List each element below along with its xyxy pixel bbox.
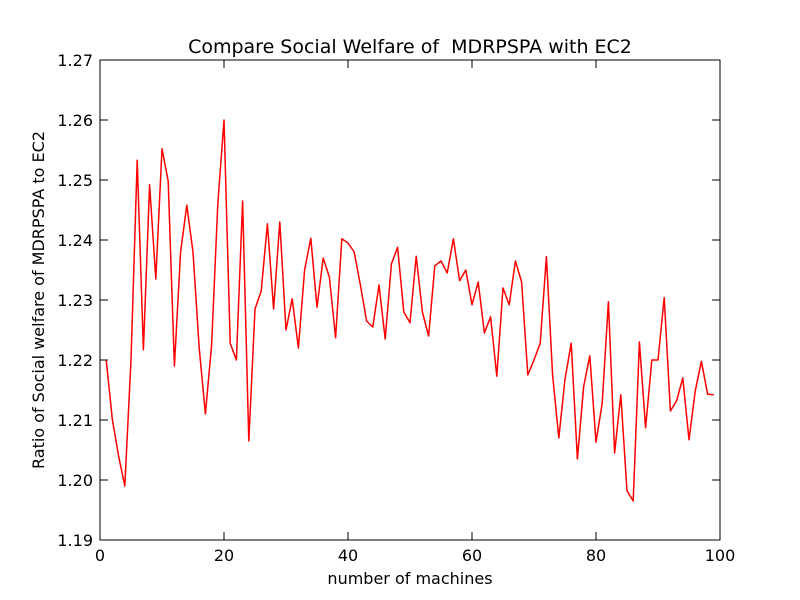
x-tick-label: 60 (462, 546, 482, 565)
x-axis-label: number of machines (327, 569, 492, 588)
x-tick-label: 40 (338, 546, 358, 565)
y-axis-label: Ratio of Social welfare of MDRPSPA to EC… (29, 131, 48, 469)
y-tick-label: 1.27 (57, 51, 93, 70)
chart-title: Compare Social Welfare of MDRPSPA with E… (188, 36, 632, 58)
x-tick-label: 0 (95, 546, 105, 565)
y-axis-ticks: 1.19 1.20 1.21 1.22 1.23 1.24 1.25 1.26 1.27 (57, 51, 720, 550)
y-tick-label: 1.20 (57, 471, 93, 490)
x-tick-label: 100 (705, 546, 736, 565)
x-axis-ticks: 0 20 40 60 80 100 (95, 60, 735, 565)
y-tick-label: 1.26 (57, 111, 93, 130)
y-tick-label: 1.22 (57, 351, 93, 370)
y-tick-label: 1.25 (57, 171, 93, 190)
y-tick-label: 1.24 (57, 231, 93, 250)
x-tick-label: 20 (214, 546, 234, 565)
x-tick-label: 80 (586, 546, 606, 565)
y-tick-label: 1.21 (57, 411, 93, 430)
series-line (105, 119, 714, 502)
y-tick-label: 1.19 (57, 531, 93, 550)
y-tick-label: 1.23 (57, 291, 93, 310)
